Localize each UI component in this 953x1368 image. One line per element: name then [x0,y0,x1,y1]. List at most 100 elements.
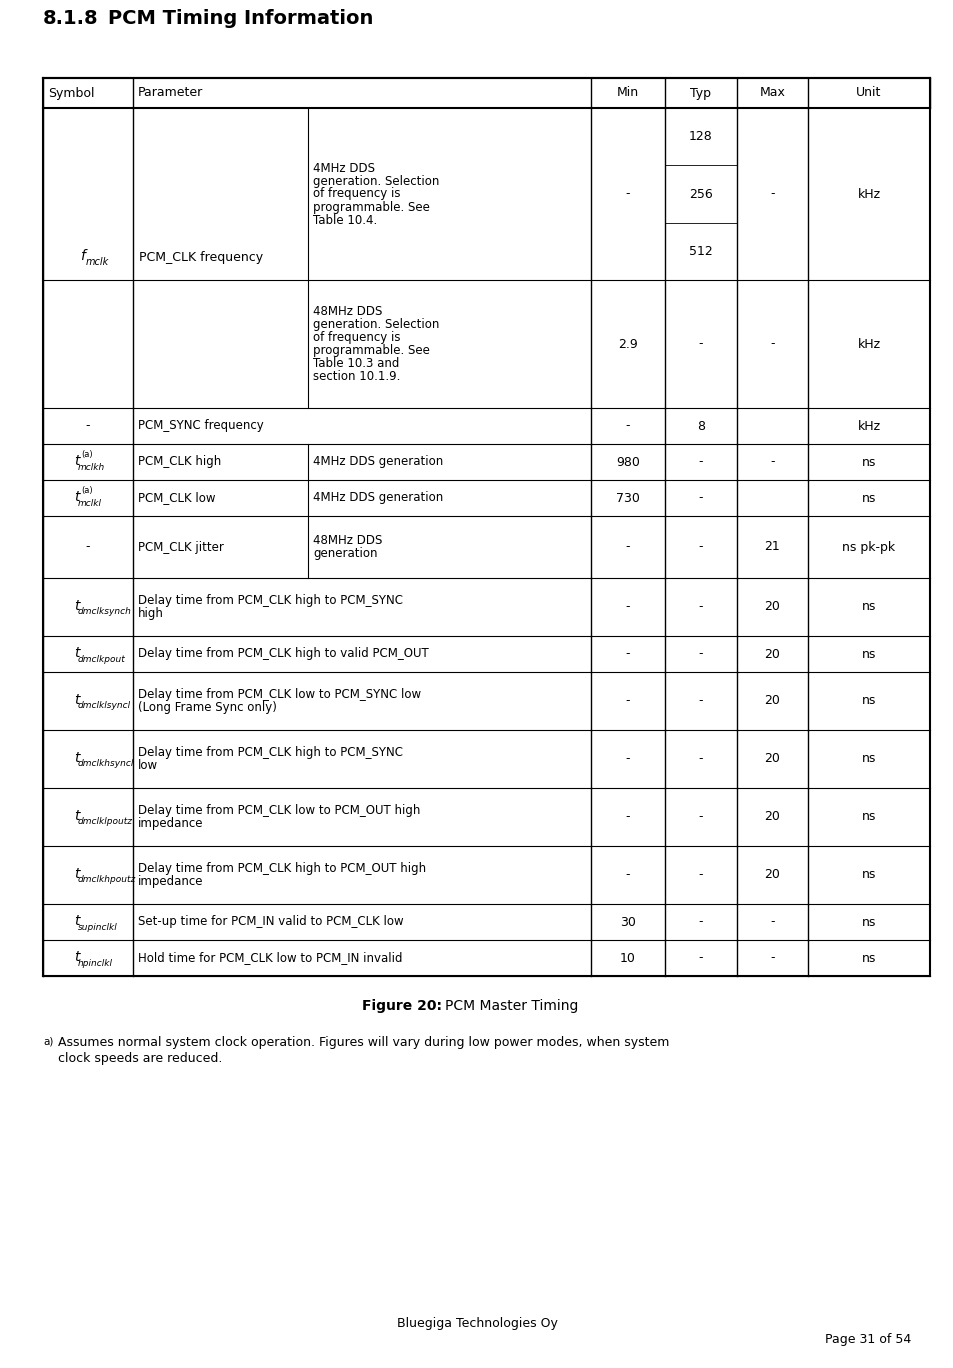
Text: 8.1.8: 8.1.8 [43,8,98,27]
Text: ns: ns [861,810,875,824]
Text: -: - [698,491,702,505]
Text: 8: 8 [697,420,704,432]
Text: -: - [86,540,91,554]
Text: -: - [769,187,774,201]
Text: t: t [74,646,79,659]
Text: ns: ns [861,601,875,613]
Text: -: - [625,601,630,613]
Text: programmable. See: programmable. See [313,201,430,213]
Text: -: - [698,647,702,661]
Text: f: f [80,249,85,263]
Text: t: t [74,490,79,503]
Text: t: t [74,694,79,707]
Text: -: - [625,187,630,201]
Text: -: - [86,420,91,432]
Text: 20: 20 [763,695,780,707]
Text: 30: 30 [619,915,636,929]
Text: generation. Selection: generation. Selection [313,317,439,331]
Text: Table 10.4.: Table 10.4. [313,213,376,227]
Text: -: - [625,695,630,707]
Text: Delay time from PCM_CLK high to valid PCM_OUT: Delay time from PCM_CLK high to valid PC… [138,647,428,661]
Text: t: t [74,867,79,881]
Text: ns: ns [861,952,875,964]
Text: -: - [698,752,702,766]
Text: impedance: impedance [138,817,203,830]
Text: 20: 20 [763,810,780,824]
Text: -: - [698,952,702,964]
Text: Parameter: Parameter [138,86,203,100]
Text: ns: ns [861,915,875,929]
Text: of frequency is: of frequency is [313,331,400,343]
Text: ns: ns [861,695,875,707]
Text: -: - [698,338,702,350]
Text: ns: ns [861,456,875,468]
Text: 20: 20 [763,869,780,881]
Text: Table 10.3 and: Table 10.3 and [313,357,399,369]
Text: Page 31 of 54: Page 31 of 54 [824,1334,910,1346]
Text: kHz: kHz [857,187,880,201]
Text: t: t [74,751,79,765]
Text: ns: ns [861,752,875,766]
Text: -: - [769,915,774,929]
Text: mclkh: mclkh [78,462,105,472]
Text: Bluegiga Technologies Oy: Bluegiga Technologies Oy [396,1316,557,1330]
Text: -: - [625,420,630,432]
Text: 128: 128 [688,130,712,144]
Text: PCM_CLK frequency: PCM_CLK frequency [139,252,263,264]
Text: a): a) [43,1036,53,1047]
Text: -: - [625,869,630,881]
Text: dmclkhsyncl: dmclkhsyncl [78,759,134,769]
Text: mclk: mclk [86,257,110,267]
Text: ns: ns [861,647,875,661]
Text: dmclklsyncl: dmclklsyncl [78,702,131,710]
Text: low: low [138,759,158,772]
Text: 4MHz DDS generation: 4MHz DDS generation [313,491,443,505]
Text: dmclklpoutz: dmclklpoutz [78,818,132,826]
Text: dmclksynch: dmclksynch [78,607,132,617]
Text: 21: 21 [763,540,780,554]
Text: -: - [698,810,702,824]
Text: 256: 256 [688,187,712,201]
Text: 20: 20 [763,601,780,613]
Text: PCM_SYNC frequency: PCM_SYNC frequency [138,420,263,432]
Text: 20: 20 [763,752,780,766]
Text: ns: ns [861,491,875,505]
Text: impedance: impedance [138,876,203,888]
Text: -: - [698,601,702,613]
Text: 48MHz DDS: 48MHz DDS [313,534,382,547]
Text: 4MHz DDS generation: 4MHz DDS generation [313,456,443,468]
Text: ns: ns [861,869,875,881]
Text: 2.9: 2.9 [618,338,638,350]
Text: PCM_CLK low: PCM_CLK low [138,491,215,505]
Text: kHz: kHz [857,338,880,350]
Text: t: t [74,914,79,928]
Text: Delay time from PCM_CLK low to PCM_SYNC low: Delay time from PCM_CLK low to PCM_SYNC … [138,688,420,700]
Text: -: - [769,338,774,350]
Text: 512: 512 [688,245,712,257]
Text: Unit: Unit [856,86,881,100]
Text: t: t [74,808,79,824]
Text: Figure 20:: Figure 20: [361,999,441,1012]
Text: Delay time from PCM_CLK low to PCM_OUT high: Delay time from PCM_CLK low to PCM_OUT h… [138,804,420,817]
Text: mclkl: mclkl [78,498,102,508]
Text: PCM Timing Information: PCM Timing Information [108,8,373,27]
Text: Symbol: Symbol [48,86,94,100]
Text: generation: generation [313,547,377,560]
Text: (a): (a) [81,486,92,494]
Text: Set-up time for PCM_IN valid to PCM_CLK low: Set-up time for PCM_IN valid to PCM_CLK … [138,915,403,929]
Text: programmable. See: programmable. See [313,343,430,357]
Text: (Long Frame Sync only): (Long Frame Sync only) [138,700,276,714]
Text: Hold time for PCM_CLK low to PCM_IN invalid: Hold time for PCM_CLK low to PCM_IN inva… [138,952,402,964]
Text: 10: 10 [619,952,636,964]
Text: -: - [698,869,702,881]
Text: -: - [769,952,774,964]
Text: kHz: kHz [857,420,880,432]
Text: ns pk-pk: ns pk-pk [841,540,895,554]
Text: (a): (a) [81,450,92,458]
Text: high: high [138,607,164,620]
Text: PCM Master Timing: PCM Master Timing [444,999,578,1012]
Text: Delay time from PCM_CLK high to PCM_SYNC: Delay time from PCM_CLK high to PCM_SYNC [138,594,402,607]
Text: 4MHz DDS: 4MHz DDS [313,161,375,175]
Text: -: - [698,695,702,707]
Text: clock speeds are reduced.: clock speeds are reduced. [58,1052,222,1066]
